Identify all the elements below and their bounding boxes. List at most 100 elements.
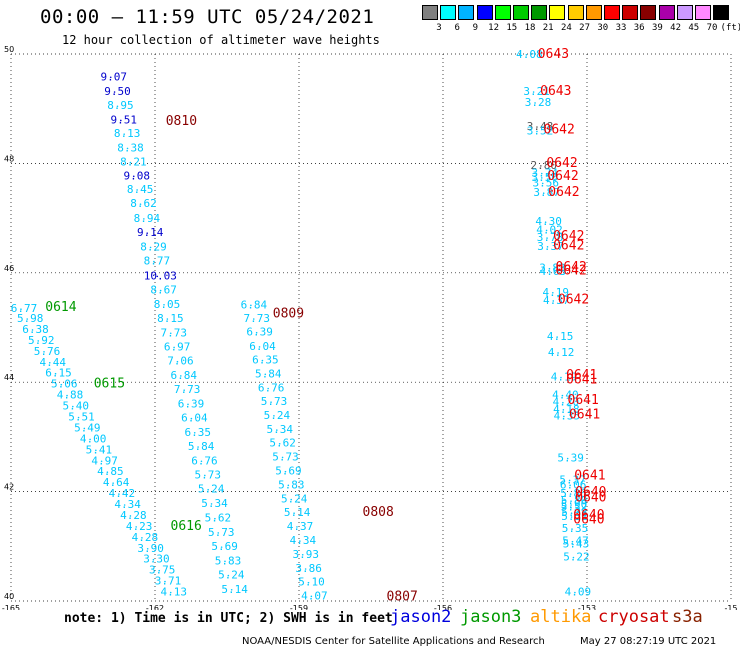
swh-point [95,449,97,452]
pass-time-label: 0643 [538,47,569,62]
swh-point [156,275,159,278]
swh-label: 4.20 [553,396,580,409]
swh-point [264,373,267,376]
pass-time-label: 0616 [171,519,202,534]
legend-swatch [458,5,475,20]
swh-point [123,133,125,135]
swh-point [534,102,536,104]
legend-label: 45 [688,23,700,33]
pass-time-label: 0642 [546,156,577,171]
swh-point [135,526,137,528]
swh-label: 5.34 [201,497,228,510]
legend-swatch [676,5,693,20]
swh-label: 4.02 [536,223,563,236]
swh-label: 6.04 [249,340,276,353]
swh-label: 5.24 [198,483,225,496]
swh-point [546,237,548,239]
swh-point [176,360,179,363]
swh-label: 6.38 [22,323,49,336]
swh-label: 5.41 [86,443,113,456]
swh-point [250,304,252,307]
swh-point [26,318,29,320]
swh-point [141,537,143,539]
swh-label: 6.06 [560,478,587,491]
swh-point [546,246,549,248]
swh-label: 8.67 [150,284,177,297]
swh-label: 5.62 [269,437,296,450]
swh-point [569,493,572,495]
swh-point [146,232,148,234]
swh-point [561,394,564,397]
swh-point [273,415,275,417]
swh-label: 5.34 [267,423,294,436]
swh-label: 6.77 [11,302,38,315]
swh-label: 3.75 [149,564,176,577]
swh-label: 3.71 [155,575,182,588]
swh-label: 5.83 [278,478,305,491]
swh-point [217,532,220,534]
swh-label: 6.84 [171,369,198,382]
pass-time-label: 0809 [273,307,304,322]
pass-time-label: 0808 [363,505,394,520]
swh-point [568,479,571,482]
y-tick-label: 44 [4,373,14,382]
swh-point [224,560,226,563]
swh-label: 4.88 [57,389,84,402]
swh-label: 5.06 [51,378,78,391]
credit-text: NOAA/NESDIS Center for Satellite Applica… [242,636,545,647]
swh-label: 5.98 [17,312,44,325]
swh-point [89,438,91,441]
pass-time-label: 0642 [544,122,575,137]
swh-point [126,147,129,150]
swh-label: 8.29 [140,240,167,253]
legend-unit: (ft) [720,23,740,33]
swh-label: 7.06 [167,355,194,368]
legend-label: 42 [670,23,682,33]
swh-point [556,336,558,338]
swh-label: 5.51 [68,410,95,423]
chart-subtitle: 12 hour collection of altimeter wave hei… [62,33,380,47]
legend-swatch [513,5,529,20]
swh-point [118,493,120,495]
swh-point [129,161,132,164]
swh-point [310,595,313,598]
swh-point [173,346,175,349]
legend-swatch [567,5,584,20]
swh-label: 6.76 [258,381,285,394]
pass-time-label: 0642 [547,169,578,184]
y-tick-label: 46 [4,264,14,273]
legend-label: 27 [579,23,591,33]
x-tick-label: -165 [2,604,20,610]
swh-point [572,543,574,546]
legend-swatch [604,5,620,20]
swh-label: 5.80 [561,494,588,507]
swh-label: 5.69 [211,540,238,553]
swh-label: 5.83 [215,554,242,567]
swh-point [77,416,80,419]
swh-point [525,54,528,56]
swh-label: 6.39 [246,326,273,339]
swh-point [200,460,203,463]
swh-point [66,394,68,397]
swh-point [307,581,310,584]
swh-label: 3.30 [143,553,170,566]
legend-label: 36 [633,23,645,33]
swh-label: 3.50 [532,171,559,184]
legend-label: 24 [560,23,572,33]
swh-point [278,442,281,445]
swh-point [132,175,135,178]
legend-label: 3 [436,23,442,33]
swh-point [562,401,564,404]
swh-point [281,456,284,459]
swh-point [570,500,572,502]
swh-point [113,91,116,93]
swh-label: 3.28 [525,96,552,109]
swh-point [542,192,545,195]
swh-label: 5.62 [205,512,232,525]
swh-label: 4.28 [132,531,159,544]
swh-label: 3.56 [532,176,559,189]
swh-point [183,389,185,391]
footnote: note: 1) Time is in UTC; 2) SWH is in fe… [64,611,393,626]
generated-timestamp: May 27 08:27:19 UTC 2021 [580,636,717,647]
swh-label: 5.84 [188,440,215,453]
